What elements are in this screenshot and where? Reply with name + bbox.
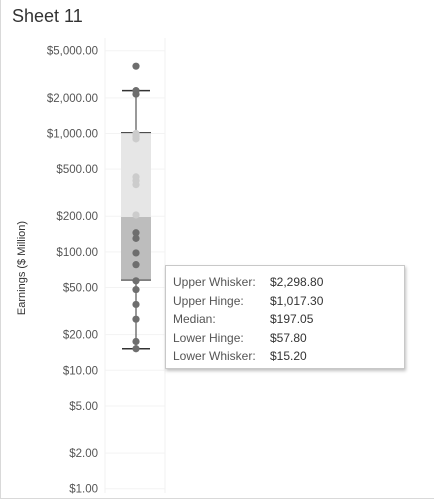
tooltip-value: $197.05 bbox=[270, 312, 313, 326]
y-tick-label: $1.00 bbox=[69, 484, 98, 496]
data-point bbox=[132, 316, 139, 323]
data-point bbox=[132, 135, 139, 142]
tooltip-key: Upper Whisker: bbox=[173, 275, 270, 289]
tooltip-value: $57.80 bbox=[270, 331, 307, 345]
box-plot-tooltip: Upper Whisker: $2,298.80 Upper Hinge: $1,0… bbox=[165, 265, 405, 369]
tooltip-value: $15.20 bbox=[270, 349, 307, 363]
y-tick-label: $2.00 bbox=[69, 448, 98, 460]
data-point bbox=[132, 235, 139, 242]
data-point bbox=[132, 277, 139, 284]
data-point bbox=[132, 261, 139, 268]
tooltip-key: Upper Hinge: bbox=[173, 294, 270, 308]
y-tick-label: $50.00 bbox=[63, 283, 98, 295]
tooltip-row-lower-whisker: Lower Whisker: $15.20 bbox=[173, 349, 404, 368]
tooltip-row-median: Median: $197.05 bbox=[173, 312, 404, 331]
tooltip-value: $1,017.30 bbox=[270, 294, 323, 308]
y-tick-label: $5,000.00 bbox=[47, 46, 98, 58]
tooltip-value: $2,298.80 bbox=[270, 275, 323, 289]
data-point bbox=[132, 181, 139, 188]
y-tick-label: $10.00 bbox=[63, 365, 98, 377]
y-tick-label: $1,000.00 bbox=[47, 128, 98, 140]
data-point bbox=[132, 211, 139, 218]
y-tick-label: $5.00 bbox=[69, 401, 98, 413]
y-tick-label: $2,000.00 bbox=[47, 93, 98, 105]
data-point bbox=[132, 249, 139, 256]
tooltip-row-upper-whisker: Upper Whisker: $2,298.80 bbox=[173, 275, 404, 294]
data-point bbox=[132, 338, 139, 345]
tooltip-key: Median: bbox=[173, 312, 270, 326]
tooltip-row-upper-hinge: Upper Hinge: $1,017.30 bbox=[173, 294, 404, 313]
box-lower-segment bbox=[121, 217, 151, 280]
data-point bbox=[132, 301, 139, 308]
y-tick-label: $20.00 bbox=[63, 330, 98, 342]
y-axis-label: Earnings ($ Million) bbox=[16, 188, 28, 348]
tooltip-key: Lower Whisker: bbox=[173, 349, 270, 363]
y-tick-label: $100.00 bbox=[56, 247, 98, 259]
y-tick-label: $200.00 bbox=[56, 211, 98, 223]
tooltip-row-lower-hinge: Lower Hinge: $57.80 bbox=[173, 331, 404, 350]
y-tick-label: $500.00 bbox=[56, 164, 98, 176]
data-point bbox=[132, 345, 139, 352]
tooltip-key: Lower Hinge: bbox=[173, 331, 270, 345]
data-point bbox=[132, 63, 139, 70]
data-point bbox=[132, 90, 139, 97]
data-point bbox=[132, 286, 139, 293]
